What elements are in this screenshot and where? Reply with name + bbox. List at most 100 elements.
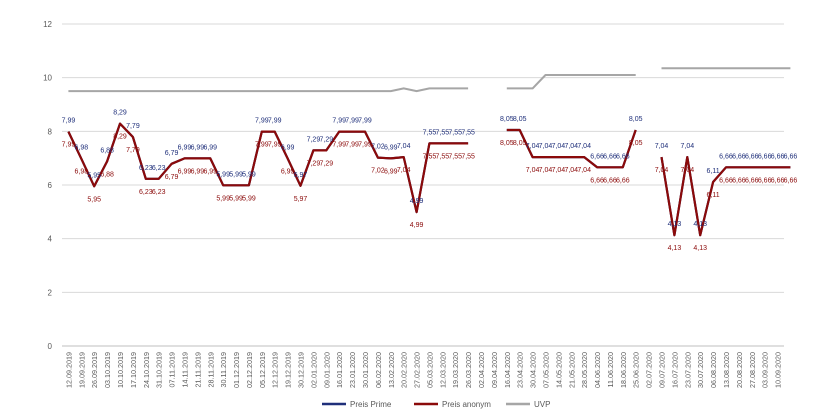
x-tick-label: 30.04.2020 [529,352,538,388]
series-line-uvp [68,87,469,93]
x-tick-label: 09.01.2020 [322,352,331,388]
x-tick-label: 23.01.2020 [348,352,357,388]
data-label-prime: 6,99 [384,144,398,151]
series-line-preis-anonym [67,122,469,214]
data-label-anonym: 7,55 [436,153,450,160]
data-label-prime: 6,99 [203,144,217,151]
x-tick-label: 03.10.2019 [103,352,112,388]
data-label-anonym: 7,29 [319,160,333,167]
data-label-prime: 6,66 [719,153,733,160]
x-tick-label: 19.12.2019 [284,352,293,388]
x-tick-label: 19.03.2020 [451,352,460,388]
data-label-prime: 7,55 [461,129,475,136]
x-tick-label: 31.10.2019 [155,352,164,388]
data-label-prime: 7,99 [345,118,359,125]
data-label-anonym: 6,66 [732,177,746,184]
data-label-prime: 6,88 [100,147,114,154]
data-label-prime: 6,66 [732,153,746,160]
data-label-prime: 8,05 [500,116,514,123]
data-label-prime: 6,66 [784,153,798,160]
data-label-prime: 5,97 [294,172,308,179]
data-label-prime: 8,05 [513,116,527,123]
x-tick-label: 27.08.2020 [748,352,757,388]
data-label-prime: 7,29 [319,136,333,143]
x-tick-label: 05.12.2019 [258,352,267,388]
data-label-anonym: 7,29 [307,160,321,167]
x-tick-label: 23.07.2020 [683,352,692,388]
gridlines [62,23,784,347]
data-label-anonym: 6,66 [771,177,785,184]
data-label-anonym: 5,99 [229,195,243,202]
data-label-prime: 7,99 [62,118,76,125]
data-label-anonym: 7,55 [448,153,462,160]
series-line-uvp [506,74,636,90]
data-label-anonym: 7,04 [397,167,411,174]
data-label-anonym: 6,66 [590,177,604,184]
data-label-prime: 7,55 [436,129,450,136]
series-line-preis-anonym [506,128,637,169]
data-label-anonym: 7,04 [577,167,591,174]
y-axis: 0 2 4 6 8 10 12 [43,20,52,351]
data-label-anonym: 6,99 [281,168,295,175]
data-labels: 7,996,985,956,888,297,796,23 6,236,796,99… [62,110,798,253]
data-label-prime: 6,66 [758,153,772,160]
data-label-anonym: 7,99 [332,142,346,149]
data-label-prime: 7,99 [332,118,346,125]
x-tick-label: 14.11.2019 [180,352,189,387]
data-label-anonym: 7,99 [358,142,372,149]
x-tick-label: 07.11.2019 [168,352,177,387]
x-tick-label: 12.09.2019 [64,352,73,388]
x-tick-label: 25.06.2020 [632,352,641,388]
data-label-anonym: 7,04 [552,167,566,174]
data-label-anonym: 7,79 [126,147,140,154]
data-label-anonym: 5,99 [242,195,256,202]
data-label-anonym: 6,66 [603,177,617,184]
x-tick-label: 30.07.2020 [696,352,705,388]
series-lines [67,67,791,237]
data-label-anonym: 6,79 [165,174,179,181]
data-label-prime: 7,55 [423,129,437,136]
data-label-anonym: 7,02 [371,168,385,175]
data-label-prime: 7,55 [448,129,462,136]
data-label-anonym: 7,55 [461,153,475,160]
x-tick-label: 20.08.2020 [735,352,744,388]
data-label-prime: 7,04 [552,143,566,150]
data-label-anonym: 7,04 [526,167,540,174]
data-label-prime: 6,98 [75,145,89,152]
x-tick-label: 05.03.2020 [425,352,434,388]
data-label-prime: 7,04 [655,143,669,150]
data-label-anonym: 6,99 [384,168,398,175]
data-label-anonym: 8,05 [500,140,514,147]
x-tick-label: 16.04.2020 [503,352,512,388]
x-tick-label: 03.09.2020 [761,352,770,388]
x-tick-label: 24.10.2019 [142,352,151,388]
x-tick-label: 28.05.2020 [580,352,589,388]
data-label-anonym: 4,13 [668,245,682,252]
x-tick-label: 20.02.2020 [400,352,409,388]
data-label-anonym: 6,98 [75,169,89,176]
data-label-prime: 7,04 [680,143,694,150]
legend-label: UVP [534,400,550,409]
data-label-prime: 5,99 [229,171,243,178]
data-label-prime: 6,99 [191,144,205,151]
x-tick-label: 23.04.2020 [516,352,525,388]
data-label-anonym: 6,88 [100,171,114,178]
x-tick-label: 01.12.2019 [232,352,241,388]
data-label-anonym: 6,66 [719,177,733,184]
y-tick-label: 12 [43,20,52,29]
x-tick-label: 12.12.2019 [271,352,280,388]
data-label-anonym: 7,55 [423,153,437,160]
data-label-prime: 6,66 [616,153,630,160]
x-tick-label: 07.05.2020 [541,352,550,388]
x-tick-label: 16.07.2020 [670,352,679,388]
x-tick-label: 02.01.2020 [309,352,318,388]
data-label-anonym: 7,99 [345,142,359,149]
data-label-prime: 7,04 [564,143,578,150]
data-label-prime: 6,66 [603,153,617,160]
data-label-prime: 7,04 [397,143,411,150]
data-label-anonym: 4,99 [410,222,424,229]
x-tick-label: 27.02.2020 [413,352,422,388]
data-label-anonym: 4,13 [693,245,707,252]
data-label-prime: 7,02 [371,144,385,151]
